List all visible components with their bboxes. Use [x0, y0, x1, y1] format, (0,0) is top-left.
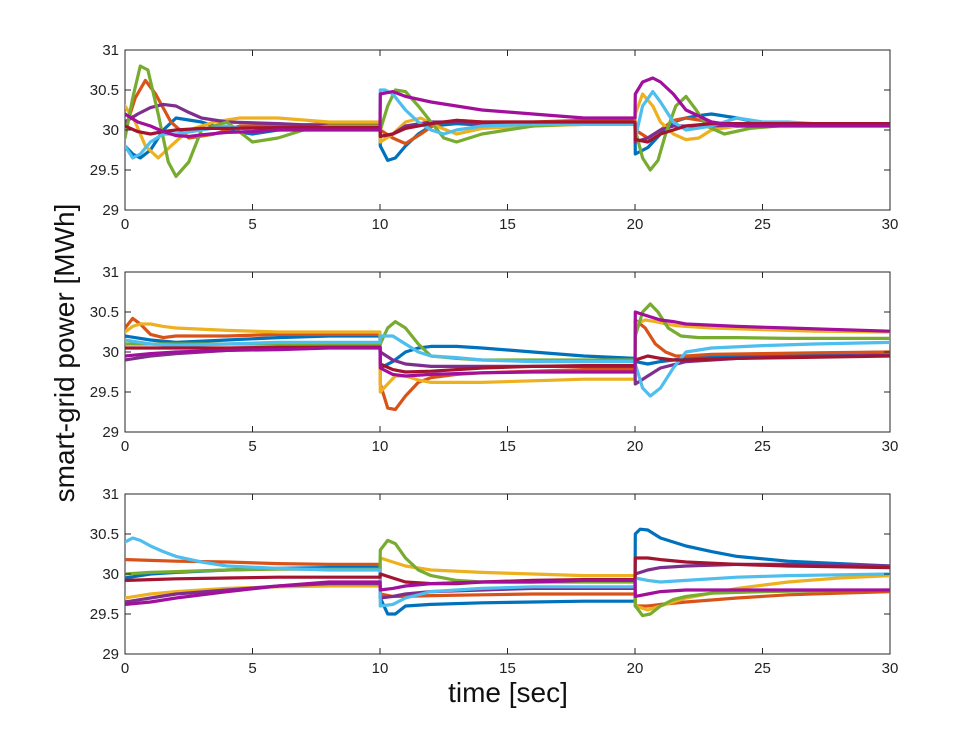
subplot-1: 0 5 10 15 20 25 30 29 29.5 30 30.5 31	[90, 42, 899, 233]
y-tick-label: 30.5	[90, 82, 119, 99]
y-tick-label: 29.5	[90, 606, 119, 623]
series-group	[125, 302, 890, 412]
x-tick-label: 0	[121, 216, 129, 233]
series-line-7	[125, 118, 890, 144]
series-line-8	[125, 76, 890, 138]
y-tick-label: 31	[102, 486, 119, 503]
x-tick-label: 0	[121, 438, 129, 455]
x-tick-label: 20	[627, 438, 644, 455]
y-tick-label: 30.5	[90, 526, 119, 543]
y-tick-label: 30	[102, 122, 119, 139]
x-tick-label: 20	[627, 216, 644, 233]
x-tick-label: 0	[121, 660, 129, 677]
series-line-3	[125, 318, 890, 394]
x-tick-label: 15	[499, 438, 516, 455]
subplots: 0 5 10 15 20 25 30 29 29.5 30 30.5 31 0 5 10 15 20 25 30 29…	[90, 42, 899, 677]
x-tick-label: 10	[372, 660, 389, 677]
y-tick-label: 30	[102, 344, 119, 361]
series-group	[125, 64, 890, 178]
x-tick-label: 25	[754, 438, 771, 455]
y-tick-label: 31	[102, 42, 119, 59]
y-tick-label: 29	[102, 424, 119, 441]
y-tick-label: 31	[102, 264, 119, 281]
subplot-2: 0 5 10 15 20 25 30 29 29.5 30 30.5 31	[90, 264, 899, 455]
series-group	[125, 527, 890, 618]
series-line-6	[125, 536, 890, 608]
subplot-3: 0 5 10 15 20 25 30 29 29.5 30 30.5 31	[90, 486, 899, 677]
series-line-6	[125, 334, 890, 398]
x-tick-label: 30	[882, 216, 899, 233]
x-tick-label: 30	[882, 438, 899, 455]
series-line-8	[125, 578, 890, 607]
series-line-2	[125, 557, 890, 608]
series-line-2	[125, 316, 890, 412]
x-axis-label: time [sec]	[448, 677, 568, 708]
x-tick-label: 30	[882, 660, 899, 677]
x-tick-label: 5	[248, 438, 256, 455]
y-tick-label: 29	[102, 202, 119, 219]
x-tick-label: 15	[499, 216, 516, 233]
series-line-8	[125, 310, 890, 378]
x-tick-label: 5	[248, 660, 256, 677]
y-tick-label: 29	[102, 646, 119, 663]
x-tick-label: 10	[372, 216, 389, 233]
series-line-7	[125, 345, 890, 374]
series-line-1	[125, 334, 890, 370]
x-tick-label: 25	[754, 660, 771, 677]
y-tick-label: 29.5	[90, 162, 119, 179]
x-tick-label: 10	[372, 438, 389, 455]
y-axis-label: smart-grid power [MWh]	[49, 204, 80, 503]
y-tick-label: 30.5	[90, 304, 119, 321]
x-tick-label: 5	[248, 216, 256, 233]
y-tick-label: 30	[102, 566, 119, 583]
y-tick-label: 29.5	[90, 384, 119, 401]
x-tick-label: 25	[754, 216, 771, 233]
x-tick-label: 20	[627, 660, 644, 677]
x-tick-label: 15	[499, 660, 516, 677]
